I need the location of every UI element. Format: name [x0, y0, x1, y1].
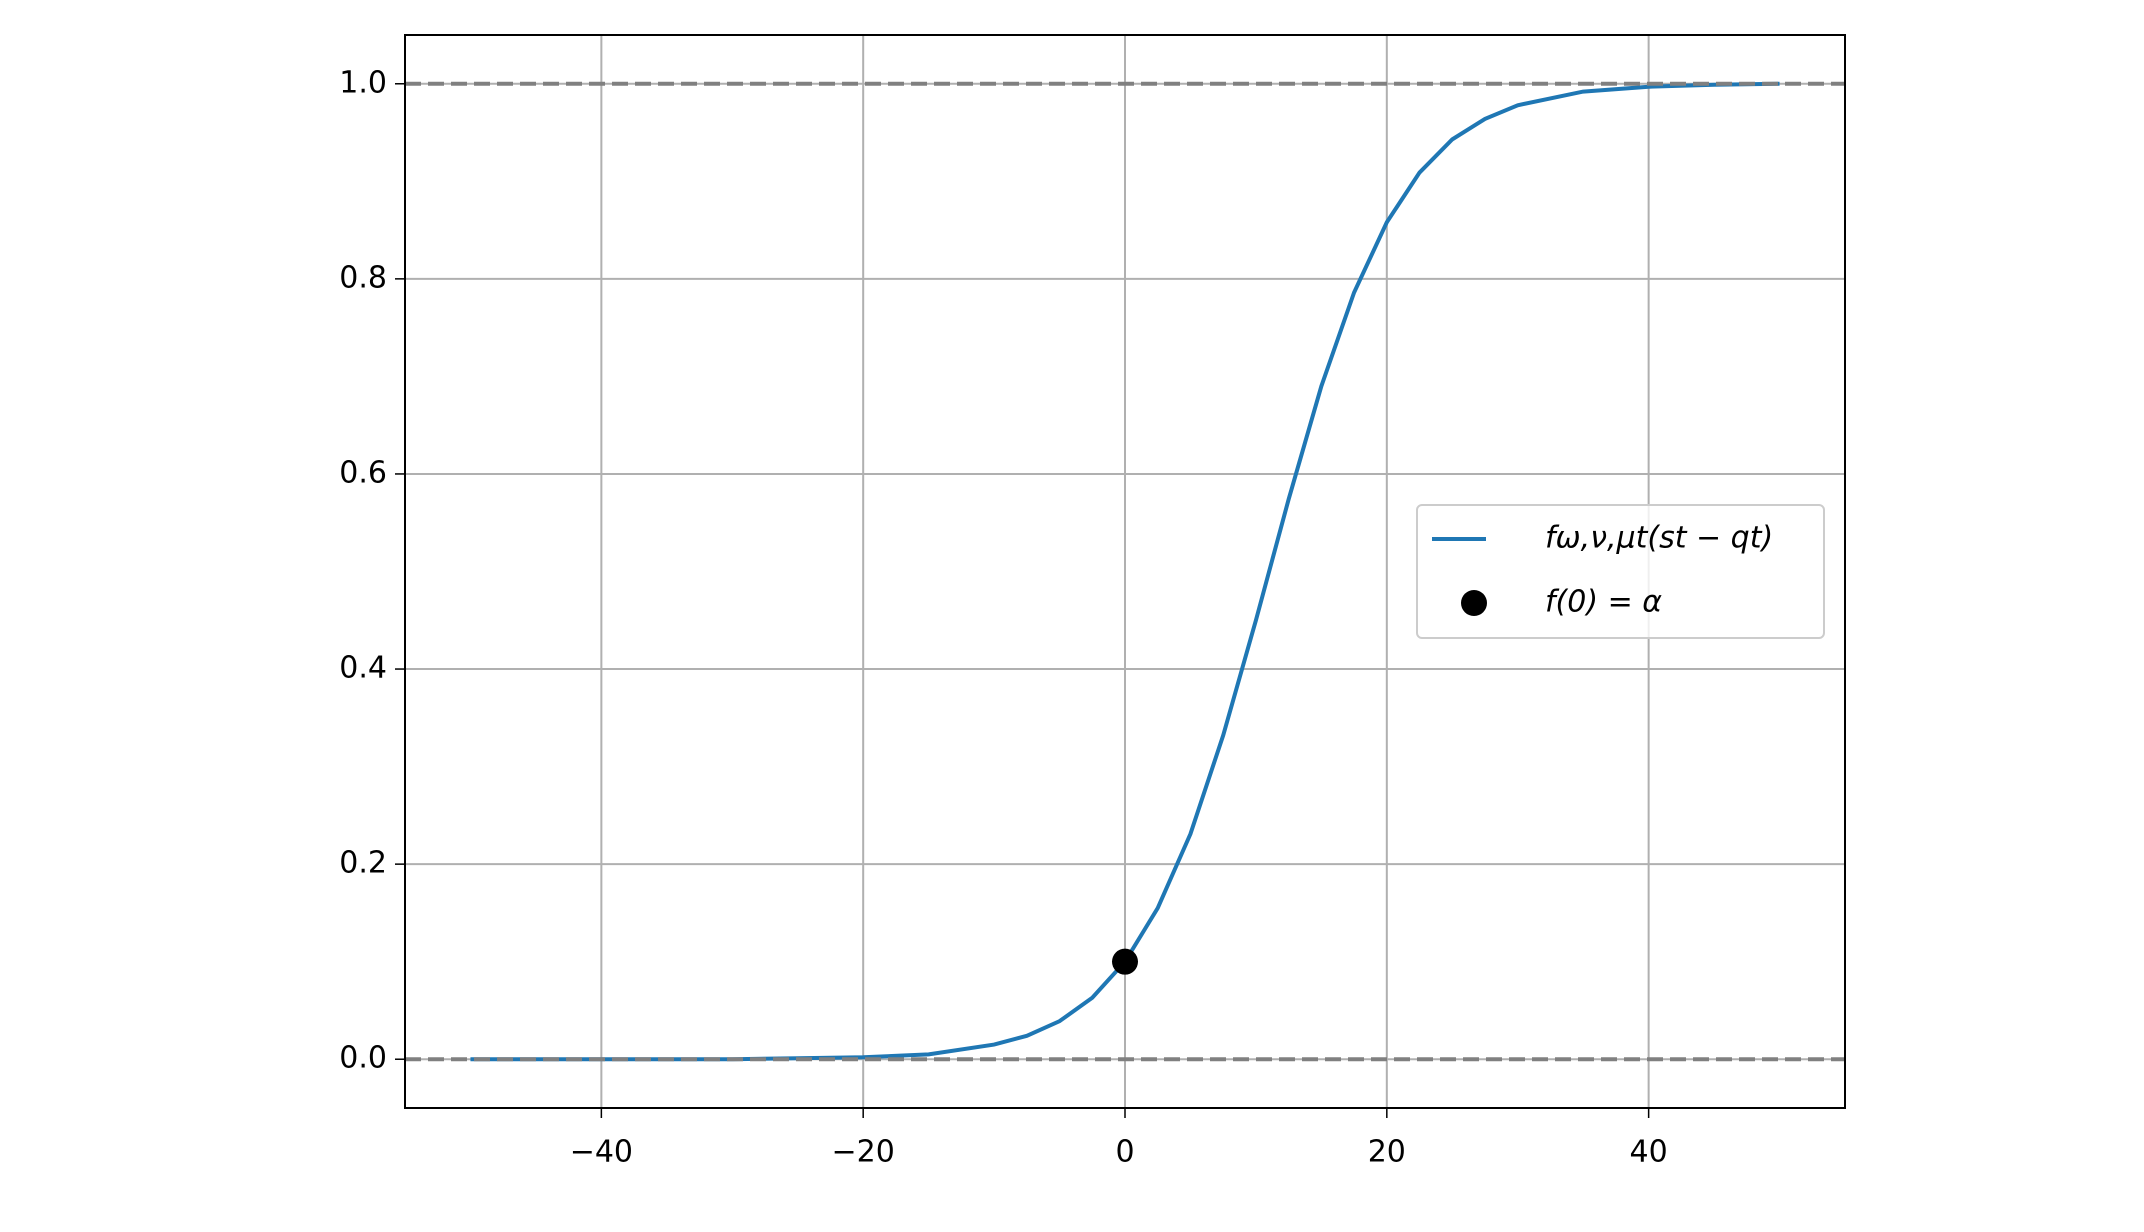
x-tick-label: −40 — [570, 1135, 633, 1170]
plot-frame — [404, 34, 1846, 1109]
y-tick-label: 0.8 — [339, 260, 387, 295]
marker — [1112, 948, 1138, 975]
legend-swatch — [1461, 590, 1487, 616]
x-tick-label: 20 — [1368, 1135, 1406, 1170]
legend-label: f(0) = α — [1545, 585, 1662, 620]
y-tick-label: 0.0 — [339, 1041, 387, 1076]
legend-label: fω,ν,μt(st − qt) — [1545, 521, 1773, 556]
y-tick-label: 0.2 — [339, 846, 387, 881]
y-tick-label: 1.0 — [339, 65, 387, 100]
legend: fω,ν,μt(st − qt) f(0) = α — [1416, 504, 1825, 639]
x-tick-label: 40 — [1630, 1135, 1668, 1170]
x-tick-label: −20 — [832, 1135, 895, 1170]
y-tick-label: 0.4 — [339, 651, 387, 686]
x-tick-label: 0 — [1115, 1135, 1134, 1170]
y-tick-label: 0.6 — [339, 455, 387, 490]
legend-frame — [1416, 504, 1825, 639]
